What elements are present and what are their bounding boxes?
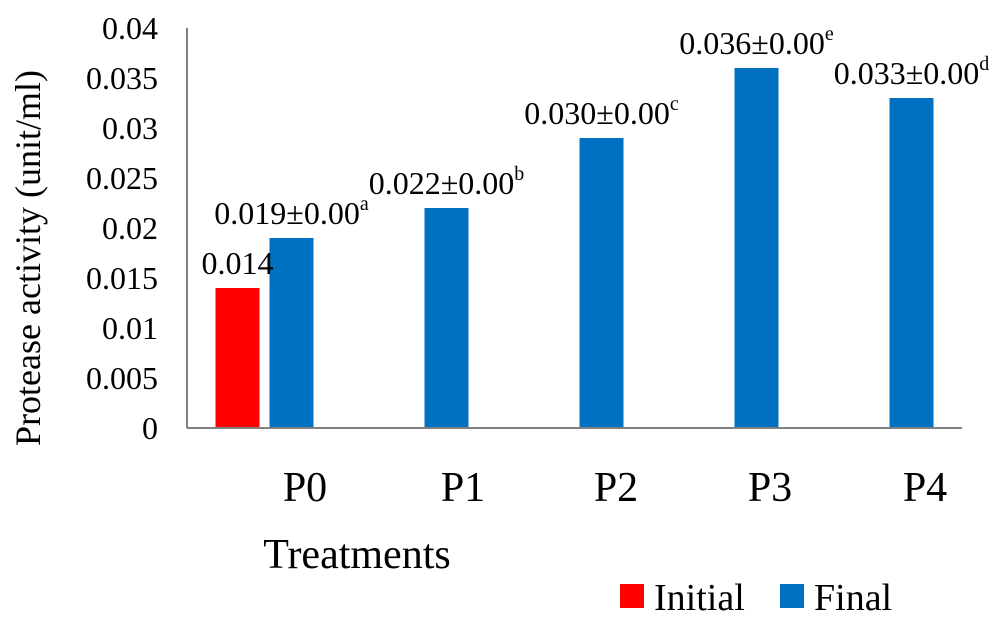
legend-label-final: Final bbox=[814, 577, 892, 619]
y-tick-label: 0.025 bbox=[86, 160, 158, 196]
data-label: 0.014 bbox=[202, 245, 274, 281]
y-axis-title: Protease activity (unit/ml) bbox=[8, 70, 48, 446]
y-tick-label: 0.04 bbox=[102, 10, 158, 46]
bar-initial-p0 bbox=[215, 288, 260, 428]
legend-swatch-initial bbox=[620, 584, 644, 608]
y-tick-label: 0.035 bbox=[86, 60, 158, 96]
y-tick-label: 0 bbox=[142, 410, 158, 446]
y-tick-label: 0.03 bbox=[102, 110, 158, 146]
y-tick-label: 0.02 bbox=[102, 210, 158, 246]
y-tick-label: 0.005 bbox=[86, 360, 158, 396]
x-axis-title: Treatments bbox=[263, 532, 450, 578]
x-tick-label: P1 bbox=[441, 465, 485, 511]
legend-swatch-final bbox=[780, 584, 804, 608]
data-label: 0.019±0.00a bbox=[214, 193, 369, 231]
y-tick-label: 0.01 bbox=[102, 310, 158, 346]
bar-final-p3 bbox=[734, 68, 779, 428]
x-tick-label: P0 bbox=[283, 465, 327, 511]
y-axis-ticks: 0 0.005 0.01 0.015 0.02 0.025 0.03 0.035 0.04 bbox=[86, 10, 158, 446]
data-label: 0.036±0.00e bbox=[679, 23, 834, 61]
data-label: 0.022±0.00b bbox=[369, 163, 525, 201]
bar-final-p0 bbox=[269, 238, 314, 428]
x-tick-label: P2 bbox=[594, 465, 638, 511]
bar-final-p2 bbox=[579, 138, 624, 428]
y-tick-label: 0.015 bbox=[86, 260, 158, 296]
x-axis-ticks: P0 P1 P2 P3 P4 bbox=[283, 465, 947, 511]
x-tick-label: P3 bbox=[748, 465, 792, 511]
data-labels: 0.0140.019±0.00a0.022±0.00b0.030±0.00c0.… bbox=[202, 23, 990, 281]
x-tick-label: P4 bbox=[903, 465, 947, 511]
bars bbox=[215, 68, 934, 428]
data-label: 0.030±0.00c bbox=[524, 93, 679, 131]
data-label: 0.033±0.00d bbox=[834, 53, 990, 91]
bar-final-p1 bbox=[424, 208, 469, 428]
legend-label-initial: Initial bbox=[654, 577, 745, 619]
legend: Initial Final bbox=[620, 577, 892, 619]
bar-final-p4 bbox=[889, 98, 934, 428]
